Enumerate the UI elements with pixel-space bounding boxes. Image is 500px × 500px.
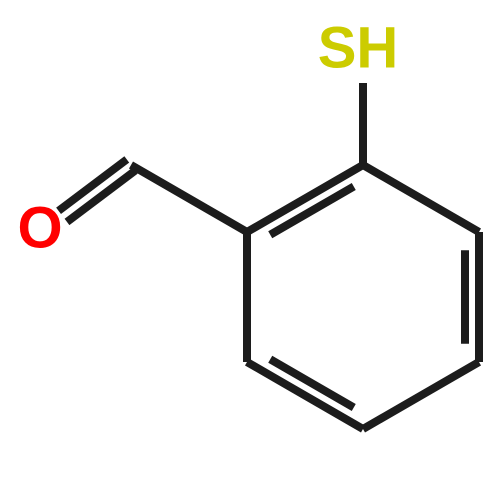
atom-label-o: O <box>17 195 62 260</box>
atom-label-sh: SH <box>318 15 399 80</box>
bond-layer <box>59 83 479 429</box>
bond-line <box>247 165 363 232</box>
bond-line <box>363 362 479 429</box>
molecule-canvas: O SH <box>0 0 500 500</box>
atom-label-layer: O SH <box>17 15 398 260</box>
bond-line <box>363 165 479 232</box>
bond-line <box>247 362 363 429</box>
bond-line <box>131 165 247 232</box>
